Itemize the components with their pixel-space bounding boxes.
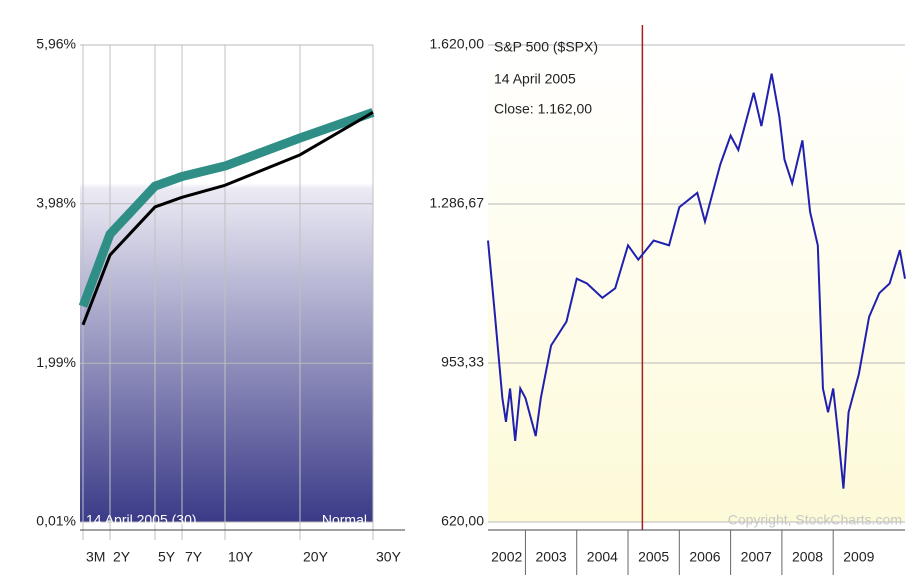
y-tick-label: 5,96%: [36, 36, 76, 52]
series-line: [487, 73, 906, 489]
chart-title: S&P 500 ($SPX): [494, 39, 598, 55]
x-tick-label: 2004: [587, 549, 618, 565]
x-tick-label: 3M: [86, 549, 105, 565]
x-tick-label: 2009: [843, 549, 874, 565]
x-tick-label: 2003: [536, 549, 567, 565]
marks: [78, 25, 906, 540]
annotation: Normal: [322, 512, 367, 528]
y-tick-label: 0,01%: [36, 513, 76, 529]
x-tick-label: 5Y: [158, 549, 176, 565]
y-tick-label: 1.620,00: [430, 36, 485, 52]
plot-background: [488, 45, 905, 522]
y-tick-label: 3,98%: [36, 194, 76, 210]
y-tick-label: 953,33: [441, 354, 484, 370]
x-tick-label: 10Y: [228, 549, 254, 565]
x-tick-label: 20Y: [303, 549, 329, 565]
y-tick-label: 1.286,67: [430, 195, 485, 211]
x-tick-label: 2008: [792, 549, 823, 565]
annotation: 14 April 2005 (30): [86, 512, 197, 528]
y-tick-label: 620,00: [441, 513, 484, 529]
x-tick-label: 7Y: [185, 549, 203, 565]
annotation: Close: 1.162,00: [494, 101, 592, 117]
x-tick-label: 2Y: [113, 549, 131, 565]
series-line: [81, 111, 374, 326]
x-tick-label: 30Y: [376, 549, 402, 565]
x-tick-label: 2002: [491, 549, 522, 565]
y-tick-label: 1,99%: [36, 354, 76, 370]
x-tick-label: 2007: [741, 549, 772, 565]
series-line: [78, 108, 375, 308]
plot-background: [80, 45, 373, 522]
chart-subtitle: 14 April 2005: [494, 71, 576, 87]
credit: Copyright, StockCharts.com: [728, 512, 902, 528]
x-tick-label: 2006: [689, 549, 720, 565]
x-tick-label: 2005: [638, 549, 669, 565]
